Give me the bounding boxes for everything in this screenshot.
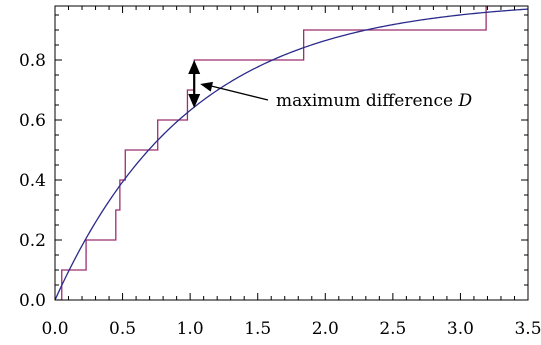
annotation-pointer-head bbox=[200, 81, 214, 92]
y-tick-label: 0.6 bbox=[19, 111, 46, 131]
plot-content bbox=[55, 6, 528, 300]
x-tick-label: 0.5 bbox=[109, 319, 136, 339]
x-tick-label: 2.5 bbox=[379, 319, 406, 339]
empirical-cdf-step bbox=[57, 6, 487, 300]
annotation-text: maximum difference bbox=[276, 91, 453, 111]
plot-frame bbox=[54, 5, 529, 301]
x-tick-label: 1.5 bbox=[244, 319, 271, 339]
annotation-symbol: D bbox=[457, 91, 472, 111]
annotation-label: maximum difference D bbox=[276, 91, 472, 111]
x-tick-label: 3.0 bbox=[447, 319, 474, 339]
x-axis-ticks: 0.0 0.5 1.0 1.5 2.0 2.5 3.0 3.5 bbox=[41, 6, 541, 339]
y-tick-label: 0.0 bbox=[19, 291, 46, 311]
arrow-head-up bbox=[188, 60, 201, 74]
arrow-head-down bbox=[188, 94, 201, 108]
annotation-pointer-arrow bbox=[209, 84, 269, 101]
x-tick-label: 3.5 bbox=[514, 319, 541, 339]
theoretical-cdf-curve bbox=[55, 8, 528, 300]
y-tick-label: 0.4 bbox=[19, 171, 46, 191]
x-tick-label: 2.0 bbox=[312, 319, 339, 339]
y-tick-label: 0.2 bbox=[19, 231, 46, 251]
x-tick-label: 1.0 bbox=[177, 319, 204, 339]
x-tick-label: 0.0 bbox=[41, 319, 68, 339]
y-tick-label: 0.8 bbox=[19, 51, 46, 71]
y-axis-ticks: 0.0 0.2 0.4 0.6 0.8 bbox=[19, 14, 528, 311]
annotation: maximum difference D bbox=[188, 60, 472, 111]
